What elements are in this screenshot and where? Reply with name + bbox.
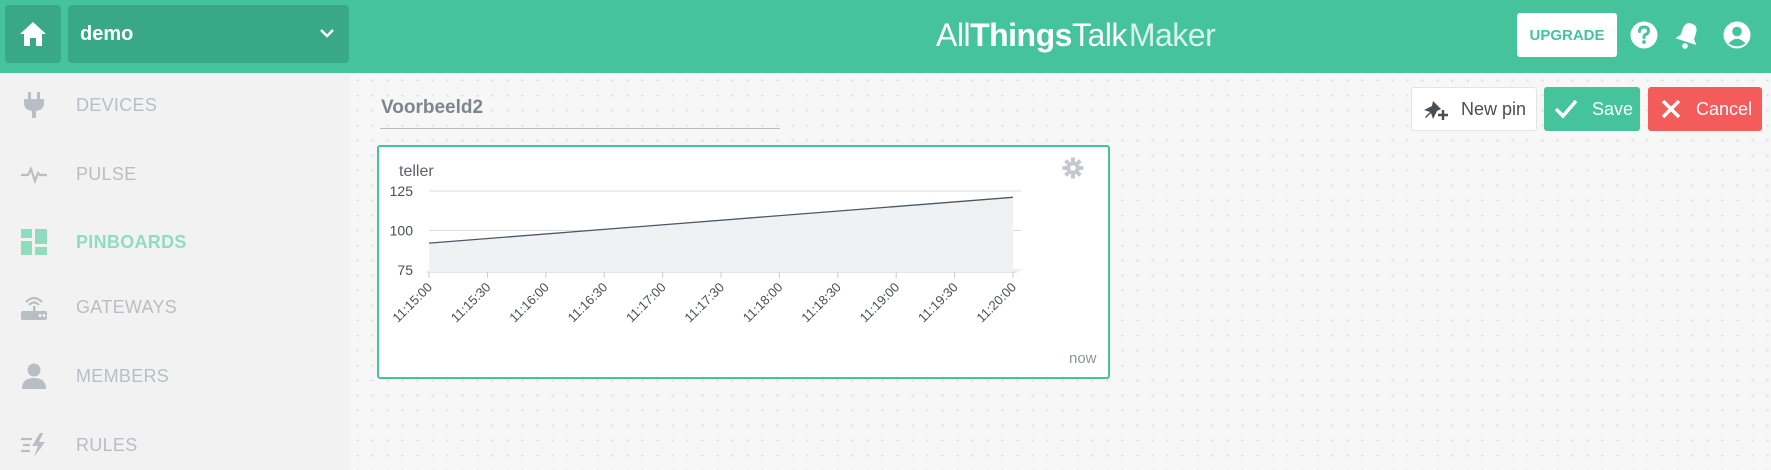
home-icon (20, 22, 46, 46)
x-tick-label: 11:17:30 (681, 280, 727, 326)
pin-card[interactable]: 75 100 125 11:15:00 11:15:30 11:16:00 11:16:30… (377, 145, 1110, 379)
brand-things: Things (970, 16, 1072, 53)
new-pin-button[interactable]: New pin (1411, 87, 1537, 131)
x-tick-label: 11:16:00 (506, 280, 552, 326)
pin-timestamp: now (1069, 350, 1097, 367)
sidebar-item-devices[interactable]: DEVICES (0, 77, 350, 133)
pulse-icon (21, 166, 47, 185)
sidebar: DEVICES PULSE PINBOARDS GATEWAYS (0, 73, 350, 470)
sidebar-item-label: PINBOARDS (76, 231, 187, 252)
x-tick-label: 11:16:30 (565, 280, 611, 326)
project-dropdown[interactable]: demo (68, 5, 349, 63)
project-name: demo (80, 22, 134, 45)
x-tick-label: 11:20:00 (973, 280, 1019, 326)
new-pin-label: New pin (1461, 98, 1527, 119)
upgrade-button[interactable]: UPGRADE (1517, 13, 1617, 57)
pinboard-canvas: Voorbeeld2 New pin Save Cancel 75 100 125 1… (350, 73, 1771, 470)
x-tick-label: 11:15:00 (389, 280, 435, 326)
brand-maker: Maker (1128, 16, 1216, 53)
sidebar-item-label: PULSE (76, 163, 137, 184)
sidebar-item-label: DEVICES (76, 94, 158, 115)
y-tick-label: 75 (397, 262, 413, 278)
line-chart: 75 100 125 11:15:00 11:15:30 11:16:00 11:16:30… (389, 183, 1021, 326)
sidebar-item-pulse[interactable]: PULSE (0, 146, 350, 202)
x-tick-label: 11:19:00 (857, 280, 903, 326)
rules-icon (21, 433, 45, 457)
x-tick-label: 11:18:00 (740, 280, 786, 326)
series-line (428, 196, 1014, 244)
checkmark-icon (1554, 99, 1578, 119)
new-pin-icon (1424, 101, 1448, 120)
x-tick-label: 11:15:30 (448, 280, 494, 326)
sidebar-item-pinboards[interactable]: PINBOARDS (0, 214, 350, 270)
pinboard-title-input[interactable]: Voorbeeld2 (380, 95, 780, 129)
home-button[interactable] (5, 5, 61, 63)
user-account-icon[interactable] (1722, 20, 1752, 50)
sidebar-item-label: RULES (76, 434, 138, 455)
save-button[interactable]: Save (1544, 87, 1640, 131)
help-icon[interactable] (1629, 20, 1659, 50)
cancel-label: Cancel (1696, 98, 1753, 119)
brand-all: All (936, 16, 971, 53)
sidebar-item-members[interactable]: MEMBERS (0, 348, 350, 404)
brand-logo: All Things Talk Maker (936, 15, 1216, 55)
top-bar: demo All Things Talk Maker UPGRADE (0, 0, 1771, 73)
chevron-down-icon (320, 29, 334, 38)
series-area (429, 197, 1013, 272)
pinboards-icon (21, 229, 47, 255)
sidebar-item-gateways[interactable]: GATEWAYS (0, 279, 350, 335)
pin-title: teller (399, 163, 434, 180)
sidebar-item-label: GATEWAYS (76, 296, 178, 317)
sidebar-item-label: MEMBERS (76, 365, 170, 386)
save-label: Save (1592, 98, 1634, 119)
plug-icon (24, 92, 44, 118)
sidebar-item-rules[interactable]: RULES (0, 417, 350, 470)
brand-talk: Talk (1071, 16, 1127, 53)
cancel-button[interactable]: Cancel (1648, 87, 1762, 131)
y-tick-label: 100 (390, 223, 414, 239)
x-tick-label: 11:19:30 (915, 280, 961, 326)
gateway-icon (21, 296, 47, 320)
x-tick-label: 11:17:00 (623, 280, 669, 326)
close-icon (1661, 99, 1681, 119)
gear-icon[interactable] (1062, 157, 1084, 179)
notification-bell-icon[interactable] (1673, 20, 1703, 50)
x-tick-label: 11:18:30 (798, 280, 844, 326)
y-tick-label: 125 (390, 183, 414, 199)
person-icon (22, 363, 46, 389)
